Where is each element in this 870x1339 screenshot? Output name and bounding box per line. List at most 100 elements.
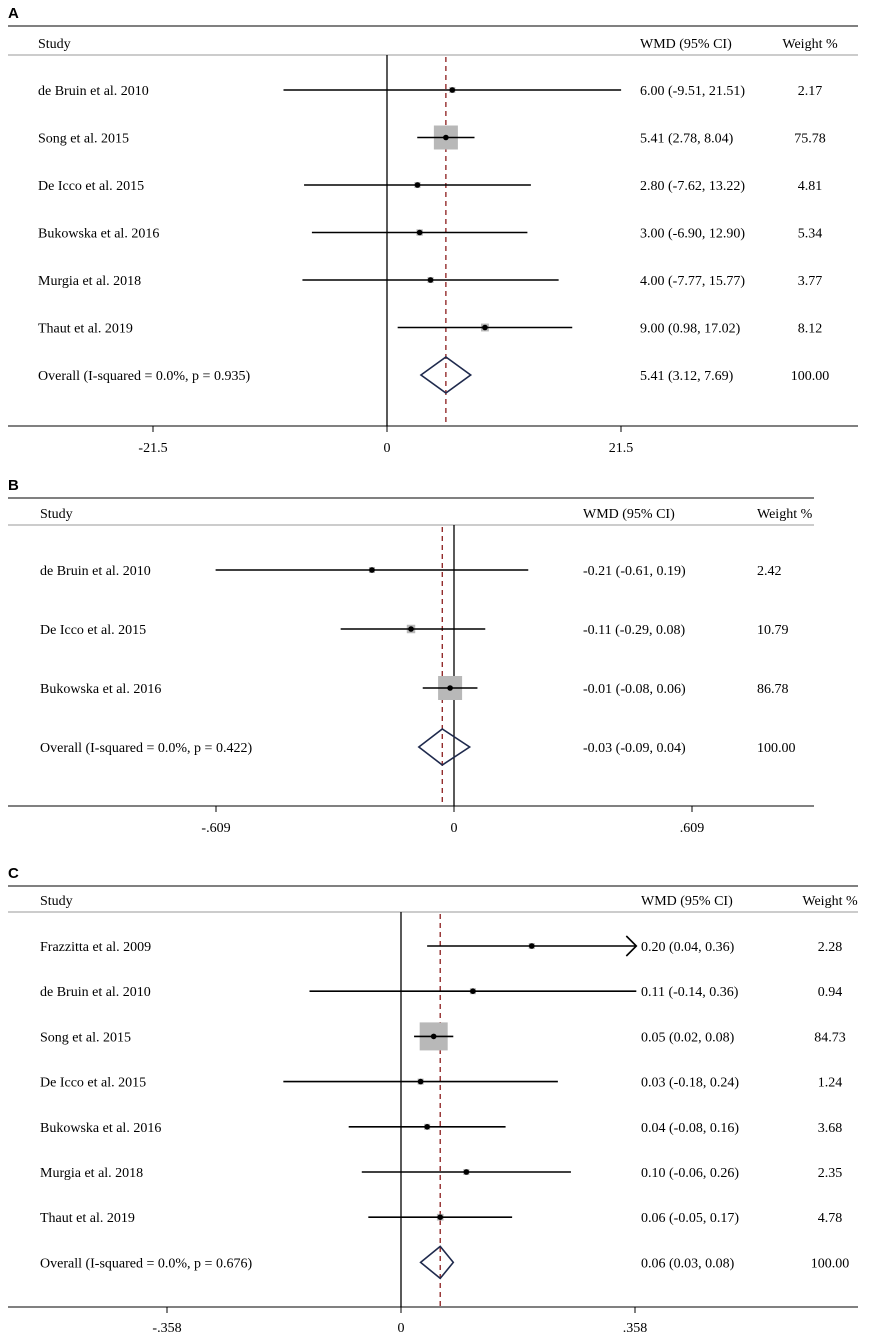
overall-label: Overall (I-squared = 0.0%, p = 0.422): [40, 741, 252, 756]
weight-text: 86.78: [757, 682, 789, 697]
overall-ci-text: 0.06 (0.03, 0.08): [641, 1256, 735, 1271]
effect-ci-text: 3.00 (-6.90, 12.90): [640, 227, 745, 242]
weight-text: 1.24: [818, 1076, 843, 1091]
weight-text: 3.68: [818, 1121, 843, 1136]
weight-text: 4.78: [818, 1211, 843, 1226]
study-label: Murgia et al. 2018: [38, 274, 141, 289]
x-tick-label: -.609: [201, 821, 230, 836]
study-label: Song et al. 2015: [40, 1030, 131, 1045]
overall-label: Overall (I-squared = 0.0%, p = 0.676): [40, 1256, 252, 1271]
ci-truncation-arrow: [625, 935, 638, 957]
effect-ci-text: 6.00 (-9.51, 21.51): [640, 84, 745, 99]
point-estimate: [416, 229, 423, 236]
column-header-weight: Weight %: [782, 37, 838, 52]
x-tick-label: 0: [451, 821, 458, 836]
study-label: Bukowska et al. 2016: [40, 682, 161, 697]
overall-weight-text: 100.00: [757, 741, 796, 756]
weight-text: 2.17: [798, 84, 823, 99]
x-tick-label: .609: [680, 821, 705, 836]
x-tick-label: 0: [398, 1321, 405, 1336]
study-label: De Icco et al. 2015: [40, 623, 146, 638]
overall-weight-text: 100.00: [811, 1256, 850, 1271]
study-label: de Bruin et al. 2010: [40, 985, 151, 1000]
column-header-study: Study: [38, 37, 71, 52]
column-header-weight: Weight %: [802, 894, 858, 909]
effect-ci-text: -0.11 (-0.29, 0.08): [583, 623, 685, 638]
panel-letter: B: [8, 477, 19, 494]
study-label: De Icco et al. 2015: [40, 1076, 146, 1091]
column-header-study: Study: [40, 507, 73, 522]
point-estimate: [414, 182, 421, 188]
effect-ci-text: 5.41 (2.78, 8.04): [640, 132, 734, 147]
column-header-study: Study: [40, 894, 73, 909]
weight-text: 4.81: [798, 179, 823, 194]
effect-ci-text: -0.21 (-0.61, 0.19): [583, 564, 686, 579]
weight-text: 10.79: [757, 623, 789, 638]
weight-text: 8.12: [798, 322, 823, 337]
column-header-effect: WMD (95% CI): [640, 37, 732, 52]
effect-ci-text: 0.04 (-0.08, 0.16): [641, 1121, 739, 1136]
weight-text: 2.42: [757, 564, 782, 579]
weight-text: 3.77: [798, 274, 823, 289]
study-label: de Bruin et al. 2010: [38, 84, 149, 99]
weight-text: 2.35: [818, 1166, 843, 1181]
study-label: Song et al. 2015: [38, 132, 129, 147]
point-estimate: [463, 1169, 470, 1175]
weight-text: 5.34: [798, 227, 823, 242]
point-estimate: [470, 988, 476, 994]
overall-ci-text: -0.03 (-0.09, 0.04): [583, 741, 686, 756]
point-estimate: [482, 324, 488, 331]
point-estimate: [417, 1078, 424, 1085]
point-estimate: [528, 943, 535, 949]
weight-text: 84.73: [814, 1030, 846, 1045]
point-estimate: [443, 134, 449, 141]
x-tick-label: 0: [384, 441, 391, 456]
overall-weight-text: 100.00: [791, 369, 830, 384]
point-estimate: [437, 1214, 444, 1220]
column-header-effect: WMD (95% CI): [583, 507, 675, 522]
point-estimate: [447, 685, 453, 691]
panel-letter: C: [8, 865, 19, 882]
effect-ci-text: 0.03 (-0.18, 0.24): [641, 1076, 739, 1091]
study-label: de Bruin et al. 2010: [40, 564, 151, 579]
weight-text: 75.78: [794, 132, 826, 147]
panel-letter: A: [8, 5, 19, 22]
study-label: Thaut et al. 2019: [38, 322, 133, 337]
forest-panel-b: B Study WMD (95% CI) Weight % de Bruin et al…: [8, 477, 814, 836]
x-tick-label: -21.5: [138, 441, 167, 456]
overall-diamond: [419, 1245, 455, 1280]
point-estimate: [424, 1124, 430, 1130]
effect-ci-text: 9.00 (0.98, 17.02): [640, 322, 741, 337]
effect-ci-text: 0.20 (0.04, 0.36): [641, 940, 735, 955]
x-tick-label: 21.5: [609, 441, 634, 456]
x-tick-label: -.358: [152, 1321, 181, 1336]
x-tick-label: .358: [623, 1321, 648, 1336]
effect-ci-text: 0.11 (-0.14, 0.36): [641, 985, 739, 1000]
overall-label: Overall (I-squared = 0.0%, p = 0.935): [38, 369, 250, 384]
effect-ci-text: 0.05 (0.02, 0.08): [641, 1030, 735, 1045]
effect-ci-text: 2.80 (-7.62, 13.22): [640, 179, 745, 194]
study-label: Murgia et al. 2018: [40, 1166, 143, 1181]
point-estimate: [408, 626, 414, 632]
forest-panel-c: C Study WMD (95% CI) Weight % Frazzitta et a…: [8, 865, 858, 1336]
point-estimate: [430, 1033, 437, 1040]
study-label: De Icco et al. 2015: [38, 179, 144, 194]
weight-text: 2.28: [818, 940, 843, 955]
study-label: Frazzitta et al. 2009: [40, 940, 151, 955]
overall-ci-text: 5.41 (3.12, 7.69): [640, 369, 734, 384]
column-header-weight: Weight %: [757, 507, 813, 522]
study-label: Bukowska et al. 2016: [38, 227, 159, 242]
overall-diamond: [419, 356, 473, 394]
study-label: Thaut et al. 2019: [40, 1211, 135, 1226]
forest-panel-a: A Study WMD (95% CI) Weight % de Bruin et al…: [8, 5, 858, 456]
effect-ci-text: -0.01 (-0.08, 0.06): [583, 682, 686, 697]
column-header-effect: WMD (95% CI): [641, 894, 733, 909]
weight-text: 0.94: [818, 985, 843, 1000]
effect-ci-text: 0.06 (-0.05, 0.17): [641, 1211, 739, 1226]
point-estimate: [427, 277, 434, 283]
point-estimate: [369, 567, 375, 573]
point-estimate: [449, 87, 456, 93]
effect-ci-text: 0.10 (-0.06, 0.26): [641, 1166, 739, 1181]
study-label: Bukowska et al. 2016: [40, 1121, 161, 1136]
